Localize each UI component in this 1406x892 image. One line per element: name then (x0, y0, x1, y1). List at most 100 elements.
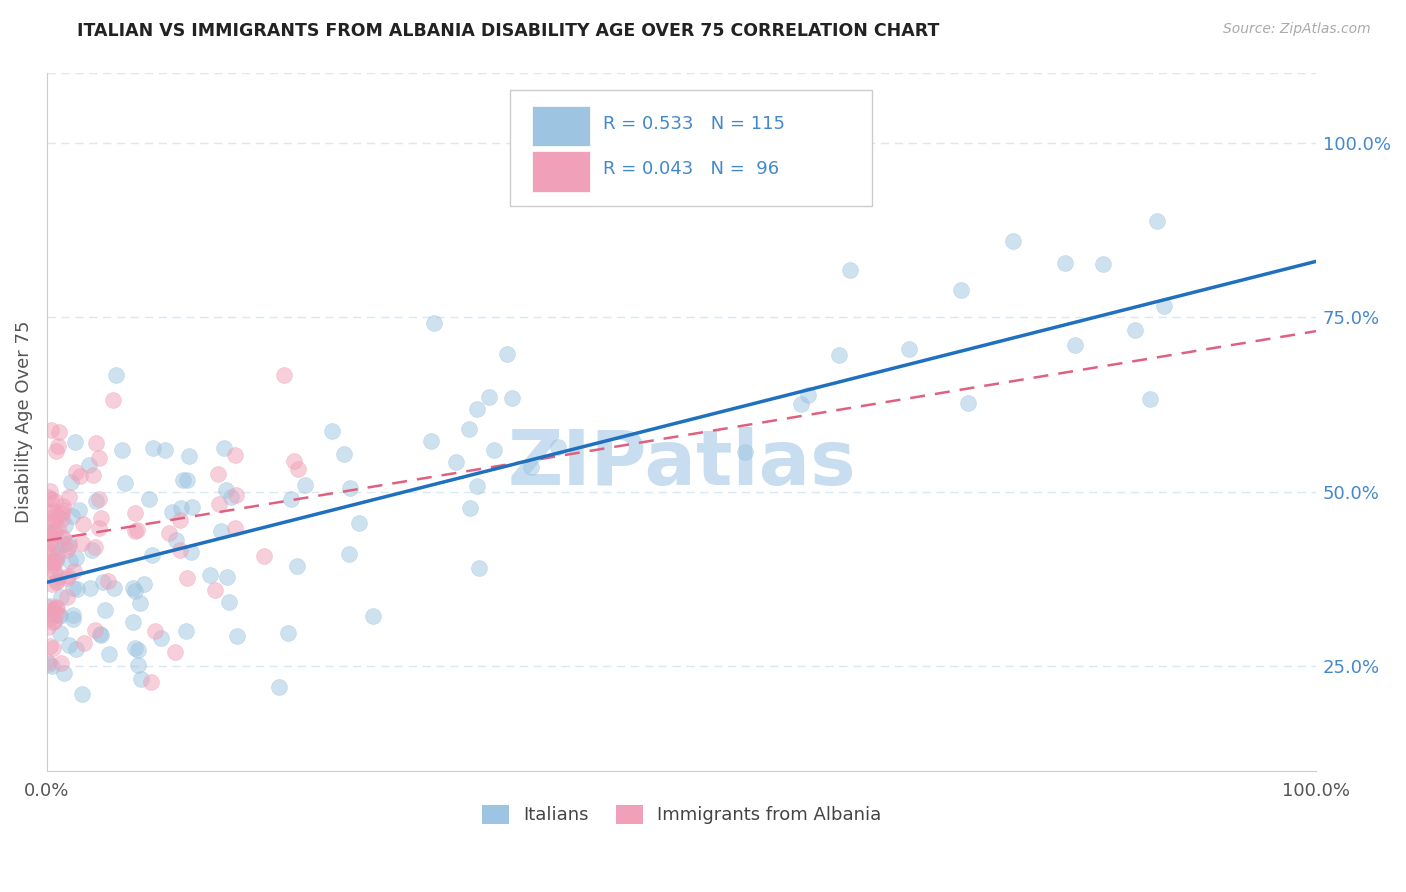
Point (122, 581, 145, 595)
Point (45, 601, 67, 615)
Point (38, 555, 60, 569)
Point (66, 582, 89, 597)
Point (1125, 323, 1147, 337)
Point (219, 490, 242, 504)
Point (56, 569, 79, 583)
Point (39, 505, 62, 519)
Point (225, 629, 247, 643)
Point (84, 623, 107, 637)
Point (51, 506, 73, 520)
Point (46, 509, 69, 524)
Point (46, 574, 69, 588)
Point (124, 524, 146, 538)
Point (59, 554, 82, 568)
Point (949, 283, 972, 297)
Point (84, 435, 107, 450)
Point (127, 657, 149, 672)
Point (208, 498, 231, 512)
Point (53, 537, 76, 551)
Point (37, 546, 59, 560)
Point (165, 533, 187, 548)
Point (38, 607, 60, 621)
Point (796, 387, 818, 401)
Point (42, 641, 65, 656)
Point (48, 425, 70, 440)
Point (77, 458, 100, 472)
Point (91, 575, 114, 590)
Point (179, 450, 201, 464)
Point (70, 687, 93, 701)
Point (828, 348, 851, 362)
Point (62, 581, 84, 595)
Point (46, 521, 69, 535)
Point (37, 554, 59, 568)
Point (51, 532, 73, 546)
Point (139, 674, 162, 689)
Point (41, 510, 63, 524)
Point (41, 658, 63, 673)
Point (496, 347, 519, 361)
Point (1146, 214, 1168, 228)
Point (790, 397, 813, 411)
Point (212, 441, 235, 455)
Point (122, 615, 145, 629)
Point (52, 503, 75, 517)
Point (129, 672, 152, 686)
Point (37, 490, 59, 504)
Point (217, 570, 239, 584)
Point (150, 631, 173, 645)
Point (44, 554, 66, 568)
Point (181, 500, 204, 514)
Point (465, 479, 488, 493)
Point (163, 644, 186, 658)
Point (547, 440, 569, 454)
Point (127, 642, 149, 657)
Point (37, 619, 59, 633)
Point (520, 459, 543, 474)
Point (69, 468, 91, 483)
Point (180, 545, 202, 559)
Point (277, 626, 299, 640)
Point (62, 608, 84, 623)
Point (44, 493, 66, 508)
Point (482, 443, 505, 458)
Point (46, 439, 69, 453)
Point (38, 524, 60, 539)
Point (58, 638, 80, 652)
Text: ITALIAN VS IMMIGRANTS FROM ALBANIA DISABILITY AGE OVER 75 CORRELATION CHART: ITALIAN VS IMMIGRANTS FROM ALBANIA DISAB… (77, 22, 939, 40)
Text: ZIPatlas: ZIPatlas (508, 426, 856, 500)
Point (114, 476, 136, 491)
Point (142, 441, 165, 455)
Point (1053, 256, 1076, 270)
Point (897, 342, 920, 356)
Point (174, 624, 197, 639)
Point (200, 568, 222, 582)
Point (41, 545, 63, 559)
Point (153, 442, 176, 457)
Point (132, 577, 155, 591)
Point (79, 581, 101, 595)
Point (65, 465, 87, 479)
Point (105, 368, 128, 383)
Point (337, 547, 360, 561)
Point (48, 608, 70, 623)
Point (44, 525, 66, 540)
Point (37, 656, 59, 670)
Point (90, 511, 112, 525)
Point (38, 535, 60, 549)
Point (101, 393, 124, 408)
Point (65, 642, 87, 657)
Point (162, 505, 184, 519)
Point (956, 396, 979, 410)
Point (37, 600, 59, 615)
Point (73, 636, 96, 650)
Point (41, 516, 63, 531)
FancyBboxPatch shape (531, 106, 591, 146)
Point (45, 575, 67, 590)
Point (42, 564, 65, 578)
Point (59, 475, 82, 489)
Point (280, 491, 302, 506)
Text: R = 0.043   N =  96: R = 0.043 N = 96 (603, 161, 779, 178)
Point (67, 502, 90, 516)
Point (103, 581, 125, 595)
